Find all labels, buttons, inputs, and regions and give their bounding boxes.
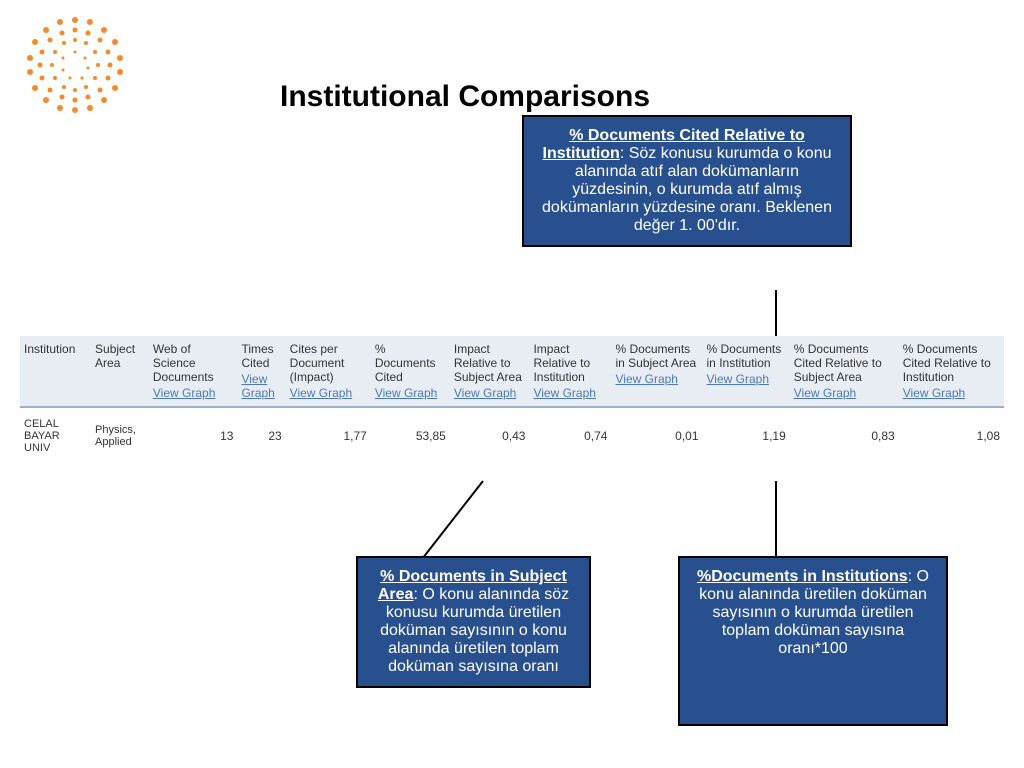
view-graph-link[interactable]: View Graph [375, 386, 446, 400]
column-header: Subject Area [91, 336, 149, 407]
cell-value: 1,77 [286, 407, 371, 464]
view-graph-link[interactable]: View Graph [454, 386, 526, 400]
cell-value: 13 [149, 407, 238, 464]
column-header: Impact Relative to Subject AreaView Grap… [450, 336, 530, 407]
column-header: % Documents CitedView Graph [371, 336, 450, 407]
data-table: InstitutionSubject AreaWeb of Science Do… [20, 336, 1004, 464]
column-header: Web of Science DocumentsView Graph [149, 336, 238, 407]
connector-line [775, 481, 777, 556]
view-graph-link[interactable]: View Graph [794, 386, 895, 400]
slide-title: Institutional Comparisons [280, 80, 650, 114]
view-graph-link[interactable]: View Graph [533, 386, 607, 400]
brand-logo [20, 10, 130, 125]
callout-head: %Documents in Institutions [697, 568, 908, 585]
column-header: % Documents Cited Relative to Institutio… [899, 336, 1004, 407]
view-graph-link[interactable]: View Graph [153, 386, 234, 400]
cell-value: 0,74 [529, 407, 611, 464]
callout-docs-cited-rel-institution: % Documents Cited Relative to Institutio… [522, 115, 852, 247]
view-graph-link[interactable]: View Graph [903, 386, 1000, 400]
view-graph-link[interactable]: View Graph [241, 372, 281, 400]
cell-value: 1,08 [899, 407, 1004, 464]
cell-value: 1,19 [703, 407, 790, 464]
column-header: Times CitedView Graph [237, 336, 285, 407]
cell-value: 0,01 [611, 407, 702, 464]
cell-value: 0,83 [790, 407, 899, 464]
column-header: Cites per Document (Impact)View Graph [286, 336, 371, 407]
view-graph-link[interactable]: View Graph [290, 386, 367, 400]
cell-institution: CELAL BAYAR UNIV [20, 407, 91, 464]
callout-docs-institutions: %Documents in Institutions: O konu alanı… [678, 556, 948, 726]
column-header: % Documents Cited Relative to Subject Ar… [790, 336, 899, 407]
callout-docs-subject-area: % Documents in Subject Area: O konu alan… [356, 556, 591, 688]
cell-value: 23 [237, 407, 285, 464]
view-graph-link[interactable]: View Graph [707, 372, 786, 386]
column-header: % Documents in InstitutionView Graph [703, 336, 790, 407]
column-header: Impact Relative to InstitutionView Graph [529, 336, 611, 407]
connector-line [418, 480, 484, 563]
cell-subject: Physics, Applied [91, 407, 149, 464]
column-header: Institution [20, 336, 91, 407]
column-header: % Documents in Subject AreaView Graph [611, 336, 702, 407]
cell-value: 0,43 [450, 407, 530, 464]
cell-value: 53,85 [371, 407, 450, 464]
view-graph-link[interactable]: View Graph [615, 372, 698, 386]
connector-line [775, 290, 777, 336]
